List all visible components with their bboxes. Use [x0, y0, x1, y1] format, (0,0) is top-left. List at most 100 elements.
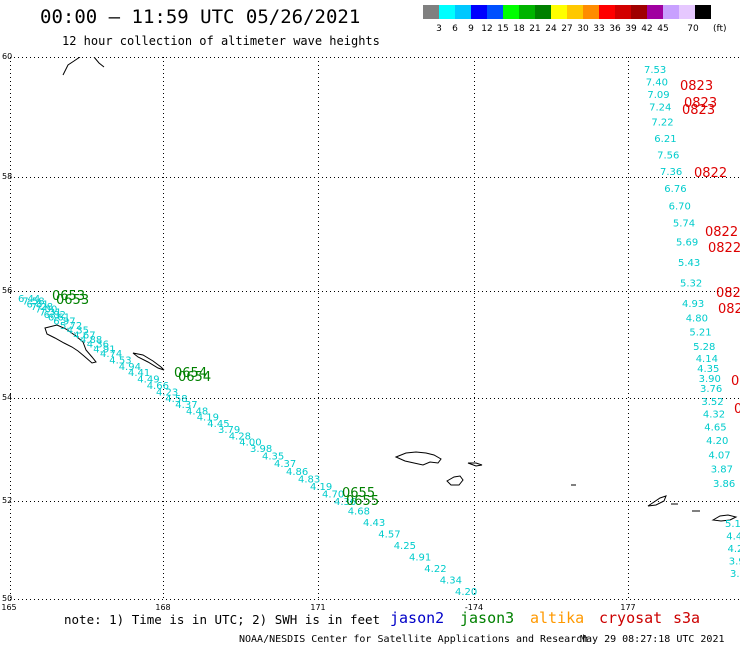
lon-label-minus174: -174 [464, 603, 484, 612]
legend-swatch [583, 5, 599, 19]
legend-swatch [439, 5, 455, 19]
island-rat-4 [711, 514, 738, 522]
wave-height-value: 3.76 [700, 384, 722, 395]
lat-label-52: 52 [2, 496, 13, 505]
wave-height-value: 4.49 [137, 375, 159, 386]
island-bering [44, 324, 97, 364]
legend-swatch [567, 5, 583, 19]
lon-label-171: 171 [310, 603, 326, 612]
wave-height-value: 6.81 [27, 299, 49, 310]
wave-height-value: 5.21 [689, 328, 711, 339]
wave-height-value: 6.76 [664, 184, 686, 195]
map-gridlines [10, 57, 740, 600]
legend-label: 33 [593, 24, 605, 34]
wave-height-value: 7.56 [657, 150, 679, 161]
legend-label: 39 [625, 24, 637, 34]
altimeter-track: 5.16 4.484.20 3.963.71 [725, 519, 740, 580]
wave-height-value: 4.91 [93, 344, 115, 355]
lat-label-60: 60 [2, 52, 13, 61]
wave-height-value: 4.88 [80, 335, 102, 346]
pass-time-label: 0655 [346, 494, 379, 509]
legend-swatch [487, 5, 503, 19]
wave-height-value: 3.98 [250, 444, 272, 455]
wave-height-value: 3.86 [713, 479, 735, 490]
wave-height-value: 7.09 [647, 90, 669, 101]
pass-time-label: 082 [716, 286, 740, 301]
legend-jason3: jason3 [460, 609, 515, 627]
legend-swatch [455, 5, 471, 19]
wave-height-value: 3.52 [701, 397, 723, 408]
wave-height-value: 4.70 [322, 490, 344, 501]
wave-height-value: 7.31 [39, 307, 61, 318]
map-area: 6.44 7.58 6.81 7.28 7.00 7.31 6.82 6.61 6.97 5.72… [10, 57, 740, 600]
wave-height-value: 4.19 [310, 482, 332, 493]
wave-height-value: 4.45 [207, 419, 229, 430]
pass-time-label: 0822 [708, 241, 740, 256]
wave-height-value: 4.94 [119, 362, 141, 373]
legend-swatch [663, 5, 679, 19]
pass-time-label: 0822 [705, 225, 738, 240]
wave-height-value: 4.74 [100, 349, 122, 360]
wave-height-value: 4.41 [128, 368, 150, 379]
wave-height-value: 7.22 [651, 117, 673, 128]
legend-swatch [503, 5, 519, 19]
lon-label-177: 177 [620, 603, 636, 612]
wave-height-value: 4.66 [147, 381, 169, 392]
wave-height-value: 4.36 [334, 497, 356, 508]
wave-height-value: 5.16 [725, 519, 740, 530]
credit-text: NOAA/NESDIS Center for Satellite Applica… [239, 634, 589, 645]
pass-time-label: 0654 [174, 366, 207, 381]
wave-height-value: 4.20 [455, 587, 477, 598]
legend-swatch [647, 5, 663, 19]
wave-height-value: 6.61 [48, 313, 70, 324]
wave-height-value: 4.58 [165, 394, 187, 405]
altimeter-track: 6.447.586.817.287.007.316.826.616.975.72… [18, 294, 477, 598]
wave-height-value: 4.83 [298, 474, 320, 485]
pass-time-label: 0 [731, 374, 739, 389]
wave-height-value: 6.21 [654, 134, 676, 145]
legend-swatch [471, 5, 487, 19]
wave-height-value: 4.65 [704, 423, 726, 434]
legend-swatch [551, 5, 567, 19]
wave-height-value: 4.68 [348, 507, 370, 518]
wave-height-value: 4.28 [229, 432, 251, 443]
legend-cryosat: cryosat [599, 609, 663, 627]
island-rat-1 [647, 495, 667, 507]
wave-height-value: 4.36 [87, 340, 109, 351]
lon-label-168: 168 [155, 603, 171, 612]
footnote: note: 1) Time is in UTC; 2) SWH is in fe… [64, 612, 381, 627]
wave-height-value: 6.44 [18, 294, 40, 305]
wave-height-value: 4.00 [239, 438, 261, 449]
wave-height-value: 7.28 [31, 302, 53, 313]
legend-label: 9 [468, 24, 474, 34]
wave-height-value: 4.23 [156, 387, 178, 398]
legend-label: 70 [687, 24, 699, 34]
legend-s3a: s3a [673, 609, 701, 627]
legend-label: 42 [641, 24, 653, 34]
legend-altika: altika [530, 609, 585, 627]
legend-swatch [695, 5, 711, 19]
pass-time-label: 082 [718, 302, 740, 317]
wave-height-value: 3.87 [711, 465, 733, 476]
legend-swatch [599, 5, 615, 19]
wave-height-value: 6.97 [53, 316, 75, 327]
legend-label: 21 [529, 24, 541, 34]
wave-height-value: 4.93 [682, 299, 704, 310]
wave-height-value: 4.48 [186, 406, 208, 417]
wave-height-value: 7.00 [35, 305, 57, 316]
legend-label: 30 [577, 24, 589, 34]
wave-height-value: 4.20 [706, 436, 728, 447]
wave-height-value: 5.74 [673, 218, 695, 229]
lat-label-50: 50 [2, 594, 13, 603]
altimeter-track: 7.53 7.407.09 7.24 7.22 6.21 7.56 7.36 6.76 6.70… [644, 65, 735, 490]
legend-label: 12 [481, 24, 493, 34]
legend-jason2: jason2 [390, 609, 445, 627]
wave-height-value: 7.24 [649, 103, 671, 114]
legend-label: 27 [561, 24, 573, 34]
coastlines [44, 57, 738, 522]
island-medny [132, 352, 165, 371]
wave-height-value: 4.20 [728, 544, 740, 555]
wave-height-value: 4.25 [394, 541, 416, 552]
wave-height-value: 3.96 [729, 557, 740, 568]
